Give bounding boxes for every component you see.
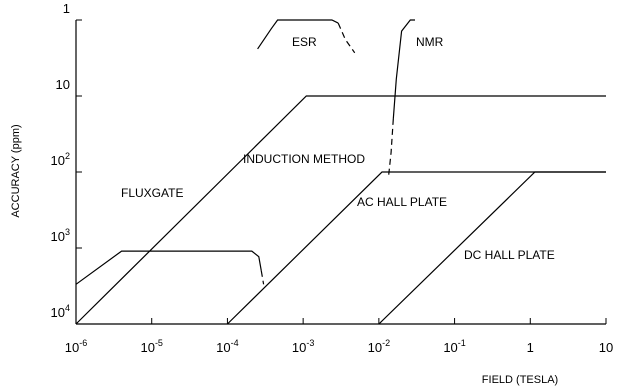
series-curves bbox=[75, 19, 606, 325]
curve-dc-hall-plate bbox=[378, 171, 606, 325]
y-tick-label: 103 bbox=[51, 227, 70, 244]
curve-ac-hall-plate bbox=[226, 171, 606, 325]
curve-esr-dashed bbox=[337, 22, 356, 54]
x-tick-label: 10-5 bbox=[140, 338, 162, 355]
y-tick-label: 102 bbox=[51, 151, 70, 168]
x-tick-label: 1 bbox=[527, 340, 534, 355]
curve-fluxgate-dashed bbox=[260, 270, 265, 285]
curve-nmr bbox=[392, 19, 415, 119]
series-label-nmr: NMR bbox=[416, 35, 444, 49]
x-tick-label: 10-3 bbox=[292, 338, 314, 355]
x-tick-label: 10-4 bbox=[216, 338, 238, 355]
curve-fluxgate bbox=[75, 250, 262, 285]
x-tick-label: 10-2 bbox=[368, 338, 390, 355]
y-tick-label: 104 bbox=[51, 303, 70, 320]
series-label-induction-method: INDUCTION METHOD bbox=[243, 152, 365, 166]
curve-induction-method bbox=[75, 95, 606, 325]
x-tick-label: 10-6 bbox=[65, 338, 87, 355]
x-axis-title: FIELD (TESLA) bbox=[482, 374, 558, 386]
y-tick-labels: 1 10 102 103 104 bbox=[51, 1, 70, 320]
y-tick-label: 10 bbox=[56, 77, 70, 92]
series-label-ac-hall-plate: AC HALL PLATE bbox=[357, 195, 447, 209]
series-labels: FLUXGATE INDUCTION METHOD AC HALL PLATE … bbox=[121, 35, 555, 262]
y-tick-label: 1 bbox=[63, 1, 70, 16]
x-tick-label: 10-1 bbox=[443, 338, 465, 355]
series-label-dc-hall-plate: DC HALL PLATE bbox=[464, 248, 555, 262]
series-label-fluxgate: FLUXGATE bbox=[121, 186, 183, 200]
x-tick-label: 10 bbox=[599, 340, 613, 355]
tick-marks bbox=[75, 19, 607, 325]
series-label-esr: ESR bbox=[292, 35, 317, 49]
curve-esr bbox=[257, 19, 339, 50]
x-tick-labels: 10-6 10-5 10-4 10-3 10-2 10-1 1 10 bbox=[65, 338, 613, 355]
curve-nmr-dashed bbox=[388, 118, 394, 176]
y-axis-title: ACCURACY (ppm) bbox=[10, 124, 22, 217]
